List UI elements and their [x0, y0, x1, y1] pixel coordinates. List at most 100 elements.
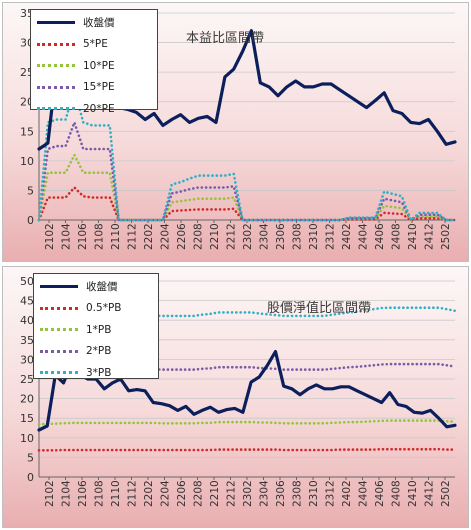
- pe-x-tick-label: 2106: [77, 223, 89, 250]
- pe-legend-item: 15*PE: [37, 77, 151, 99]
- pe-legend-label: 5*PE: [83, 38, 108, 51]
- pe-x-tick-label: 2306: [275, 223, 287, 250]
- pb-legend-item: 2*PB: [40, 341, 152, 363]
- pb-legend-swatch: [40, 285, 78, 289]
- pb-y-tick-label: 30: [20, 353, 34, 366]
- pe-x-tick-label: 2102: [44, 223, 56, 250]
- pe-x-tick-label: 2302: [242, 223, 254, 250]
- pb-y-tick-label: 15: [20, 412, 34, 425]
- pb-legend-swatch: [40, 306, 78, 310]
- pe-x-tick-label: 2312: [325, 223, 337, 250]
- pb-legend-item: 0.5*PB: [40, 298, 152, 320]
- pe-x-tick-label: 2404: [358, 223, 370, 250]
- pe-x-tick-label: 2502: [440, 223, 452, 250]
- pb-y-tick-label: 50: [20, 275, 34, 288]
- pb-x-tick-label: 2402: [341, 480, 353, 507]
- pe-band-chart-panel: 0 5 10 15 20 25 30 35 2102 2104 2106 2108 2110 2112 22…: [2, 2, 469, 262]
- pe-legend-label: 15*PE: [83, 81, 115, 94]
- pe-chart-legend: 收盤價 5*PE 10*PE 15*PE 20*PE: [30, 9, 158, 115]
- pb-x-tick-label: 2106: [77, 480, 89, 507]
- pe-legend-item: 收盤價: [37, 12, 151, 34]
- pb-x-tick-label: 2410: [407, 480, 419, 507]
- pe-x-tick-label: 2210: [209, 223, 221, 250]
- pe-legend-swatch: [37, 107, 75, 111]
- pe-y-tick-label: 10: [20, 155, 34, 168]
- pb-y-tick-label: 10: [20, 432, 34, 445]
- pb-legend-label: 收盤價: [86, 281, 118, 294]
- pe-series-4-line: [37, 88, 457, 222]
- pe-x-tick-label: 2110: [110, 223, 122, 250]
- pb-x-tick-label: 2502: [440, 480, 452, 507]
- pb-legend-swatch: [40, 328, 78, 332]
- pb-x-tick-label: 2102: [44, 480, 56, 507]
- pe-legend-swatch: [37, 21, 75, 25]
- pe-x-tick-label: 2202: [143, 223, 155, 250]
- pe-legend-swatch: [37, 85, 75, 89]
- pb-y-tick-label: 40: [20, 314, 34, 327]
- pe-x-tick-label: 2410: [407, 223, 419, 250]
- pb-series-1-line: [37, 447, 457, 452]
- pb-x-tick-label: 2112: [127, 480, 139, 507]
- pe-legend-label: 20*PE: [83, 102, 115, 115]
- pb-legend-label: 1*PB: [86, 323, 112, 336]
- pb-x-tick-label: 2310: [308, 480, 320, 507]
- pe-chart-title: 本益比區間帶: [186, 31, 265, 46]
- pb-legend-item: 收盤價: [40, 276, 152, 298]
- pb-y-tick-label: 35: [20, 334, 34, 347]
- pe-x-tick-label: 2408: [391, 223, 403, 250]
- pb-x-tick-label: 2108: [94, 480, 106, 507]
- pb-chart-legend: 收盤價 0.5*PB 1*PB 2*PB 3*PB: [33, 273, 159, 379]
- pb-legend-label: 2*PB: [86, 345, 112, 358]
- pe-series-3-line: [37, 121, 457, 222]
- pb-x-tick-label: 2302: [242, 480, 254, 507]
- pb-x-tick-label: 2206: [176, 480, 188, 507]
- pe-series-1-line: [37, 186, 457, 222]
- pb-x-tick-label: 2110: [110, 480, 122, 507]
- pb-x-tick-label: 2406: [374, 480, 386, 507]
- pb-y-tick-label: 45: [20, 295, 34, 308]
- pb-y-tick-label: 25: [20, 373, 34, 386]
- pb-x-tick-label: 2208: [193, 480, 205, 507]
- pe-legend-label: 10*PE: [83, 59, 115, 72]
- pe-x-tick-label: 2212: [226, 223, 238, 250]
- pe-x-tick-label: 2310: [308, 223, 320, 250]
- pe-x-tick-label: 2402: [341, 223, 353, 250]
- pb-series-2-line: [37, 419, 457, 426]
- pb-legend-item: 3*PB: [40, 362, 152, 384]
- pe-y-tick-label: 0: [27, 214, 34, 227]
- pb-legend-swatch: [40, 349, 78, 353]
- pb-x-tick-label: 2202: [143, 480, 155, 507]
- pb-series-0-line: [37, 349, 457, 432]
- pe-legend-item: 20*PE: [37, 98, 151, 120]
- pb-x-tick-label: 2306: [275, 480, 287, 507]
- pb-y-tick-label: 0: [27, 471, 34, 484]
- pe-legend-swatch: [37, 42, 75, 46]
- pe-x-tick-label: 2204: [160, 223, 172, 250]
- pe-y-tick-label: 15: [20, 125, 34, 138]
- pb-legend-label: 3*PB: [86, 366, 112, 379]
- pe-legend-label: 收盤價: [83, 17, 115, 30]
- pe-x-tick-label: 2304: [259, 223, 271, 250]
- pb-y-tick-label: 5: [27, 451, 34, 464]
- pe-x-tick-label: 2412: [424, 223, 436, 250]
- pb-legend-swatch: [40, 371, 78, 375]
- pb-legend-label: 0.5*PB: [86, 302, 122, 315]
- pb-x-tick-label: 2104: [61, 480, 73, 507]
- pb-x-tick-label: 2308: [292, 480, 304, 507]
- pb-x-tick-label: 2204: [160, 480, 172, 507]
- pb-legend-item: 1*PB: [40, 319, 152, 341]
- pe-series-2-line: [37, 153, 457, 222]
- pb-x-tick-label: 2412: [424, 480, 436, 507]
- pe-legend-item: 5*PE: [37, 34, 151, 56]
- pe-x-tick-label: 2406: [374, 223, 386, 250]
- pb-x-tick-label: 2312: [325, 480, 337, 507]
- pb-band-chart-panel: 0 5 10 15 20 25 30 35 40 45 50 2102 2104 2106 2108 2110…: [2, 266, 469, 528]
- pe-x-tick-label: 2206: [176, 223, 188, 250]
- pe-legend-swatch: [37, 64, 75, 68]
- pb-y-tick-label: 20: [20, 393, 34, 406]
- pb-x-tick-label: 2404: [358, 480, 370, 507]
- pe-x-tick-label: 2208: [193, 223, 205, 250]
- pb-chart-title: 股價淨值比區間帶: [267, 301, 372, 316]
- pe-x-tick-label: 2308: [292, 223, 304, 250]
- pb-x-tick-label: 2212: [226, 480, 238, 507]
